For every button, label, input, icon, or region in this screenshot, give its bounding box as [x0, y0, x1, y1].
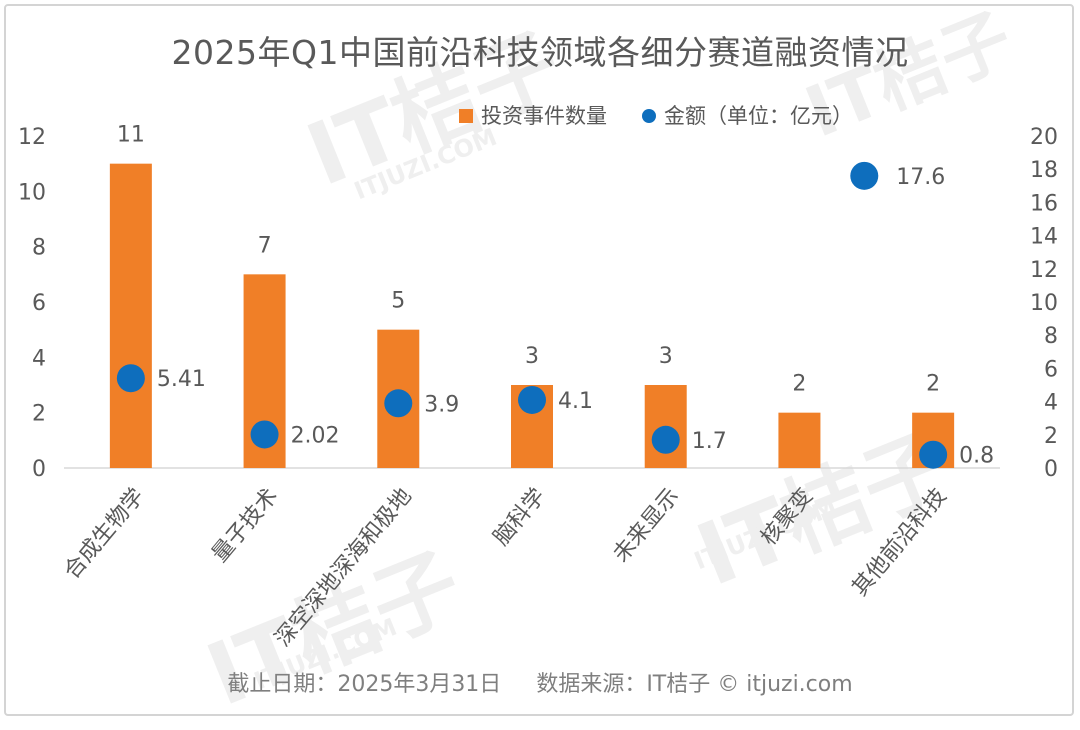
right-axis-tick-label: 2 [1044, 424, 1058, 449]
left-axis-tick-label: 6 [32, 291, 46, 316]
amount-point [651, 425, 680, 454]
amount-point [518, 385, 546, 414]
amount-point [384, 389, 413, 418]
amount-value-label: 2.02 [291, 423, 340, 448]
amount-point [250, 420, 279, 449]
bar [109, 163, 152, 468]
bar-value-label: 3 [525, 344, 539, 369]
cutoff-date: 截止日期：2025年3月31日 [227, 672, 502, 697]
right-axis-tick-label: 16 [1030, 191, 1058, 216]
left-axis-tick-label: 10 [18, 180, 46, 205]
legend-label-amount: 金额（单位：亿元） [664, 104, 853, 128]
bar-value-label: 7 [258, 233, 272, 258]
amount-point [116, 364, 145, 393]
right-axis-tick-label: 18 [1030, 158, 1058, 183]
amount-value-label: 0.8 [959, 444, 994, 469]
chart-footer: 截止日期：2025年3月31日 数据来源：IT桔子 © itjuzi.com [0, 666, 1080, 698]
legend-label-bars: 投资事件数量 [481, 104, 607, 128]
category-tick-label: 合成生物学 [60, 484, 150, 584]
legend-swatch-bars [459, 109, 473, 123]
right-axis-tick-label: 8 [1044, 324, 1058, 349]
right-axis-tick-label: 20 [1030, 125, 1058, 150]
right-axis-tick-label: 4 [1044, 391, 1058, 416]
legend-swatch-amount [642, 109, 656, 123]
right-axis-tick-label: 12 [1030, 258, 1058, 283]
amount-value-label: 4.1 [558, 389, 593, 414]
right-axis-tick-label: 14 [1030, 225, 1058, 250]
amount-value-label: 5.41 [157, 367, 206, 392]
amount-value-label: 1.7 [692, 429, 727, 454]
bar-value-label: 2 [792, 372, 806, 397]
right-axis-tick-label: 10 [1030, 291, 1058, 316]
category-tick-label: 未来显示 [609, 484, 685, 567]
chart-title: 2025年Q1中国前沿科技领域各细分赛道融资情况 [171, 33, 909, 72]
category-tick-label: 核聚变 [756, 484, 818, 551]
chart-frame [4, 4, 1074, 716]
left-axis-tick-label: 0 [32, 457, 46, 482]
bar-value-label: 11 [117, 123, 145, 148]
right-axis-tick-label: 6 [1044, 357, 1058, 382]
left-axis-tick-label: 12 [18, 125, 46, 150]
data-source: 数据来源：IT桔子 © itjuzi.com [536, 672, 853, 697]
left-axis-tick-label: 2 [32, 402, 46, 427]
left-axis-tick-label: 4 [32, 346, 46, 371]
category-tick-label: 量子技术 [207, 484, 283, 567]
bar-value-label: 2 [926, 372, 940, 397]
category-tick-label: 其他前沿科技 [848, 484, 952, 601]
bar [778, 412, 821, 468]
left-axis-tick-label: 8 [32, 236, 46, 261]
amount-value-label: 17.6 [896, 165, 945, 190]
right-axis-tick-label: 0 [1044, 457, 1058, 482]
amount-point [919, 440, 948, 469]
category-tick-label: 脑科学 [489, 484, 551, 551]
amount-point [850, 161, 879, 190]
amount-value-label: 3.9 [424, 392, 459, 417]
bar-value-label: 3 [659, 344, 673, 369]
bar-value-label: 5 [391, 289, 405, 314]
category-tick-label: 深空深地深海和极地 [270, 484, 416, 652]
